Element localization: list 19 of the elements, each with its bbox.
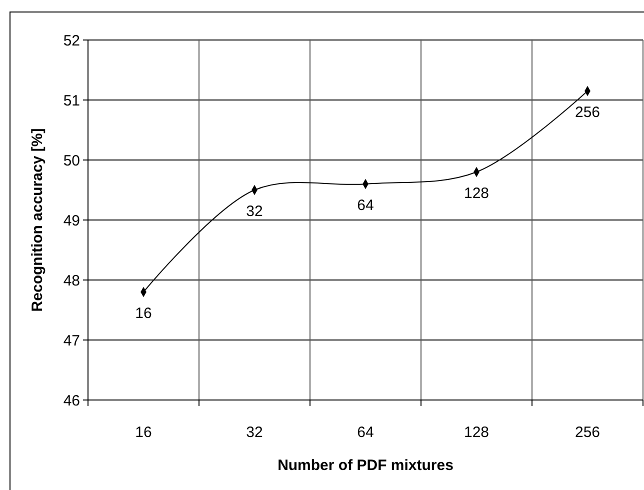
x-tick-label: 32 bbox=[246, 424, 263, 441]
y-tick-label: 49 bbox=[63, 212, 80, 230]
y-tick-label: 47 bbox=[63, 332, 80, 350]
x-tick-label: 16 bbox=[135, 424, 152, 441]
y-tick-label: 48 bbox=[63, 272, 80, 290]
x-tick-label: 256 bbox=[574, 424, 600, 441]
y-tick-label: 50 bbox=[63, 152, 80, 170]
y-tick-label: 52 bbox=[63, 32, 80, 50]
x-tick-label: 128 bbox=[464, 424, 490, 441]
y-tick-label: 46 bbox=[63, 392, 80, 410]
annotation: 16 bbox=[135, 305, 152, 322]
y-tick-label: 51 bbox=[63, 92, 80, 110]
x-tick-label: 64 bbox=[357, 424, 374, 441]
x-axis-title: Number of PDF mixtures bbox=[278, 457, 454, 474]
y-axis-title: Recognition accuracy [%] bbox=[29, 128, 46, 312]
annotation: 64 bbox=[357, 197, 374, 214]
annotation: 32 bbox=[246, 203, 263, 220]
annotation: 128 bbox=[464, 185, 490, 202]
annotation: 256 bbox=[574, 104, 600, 121]
